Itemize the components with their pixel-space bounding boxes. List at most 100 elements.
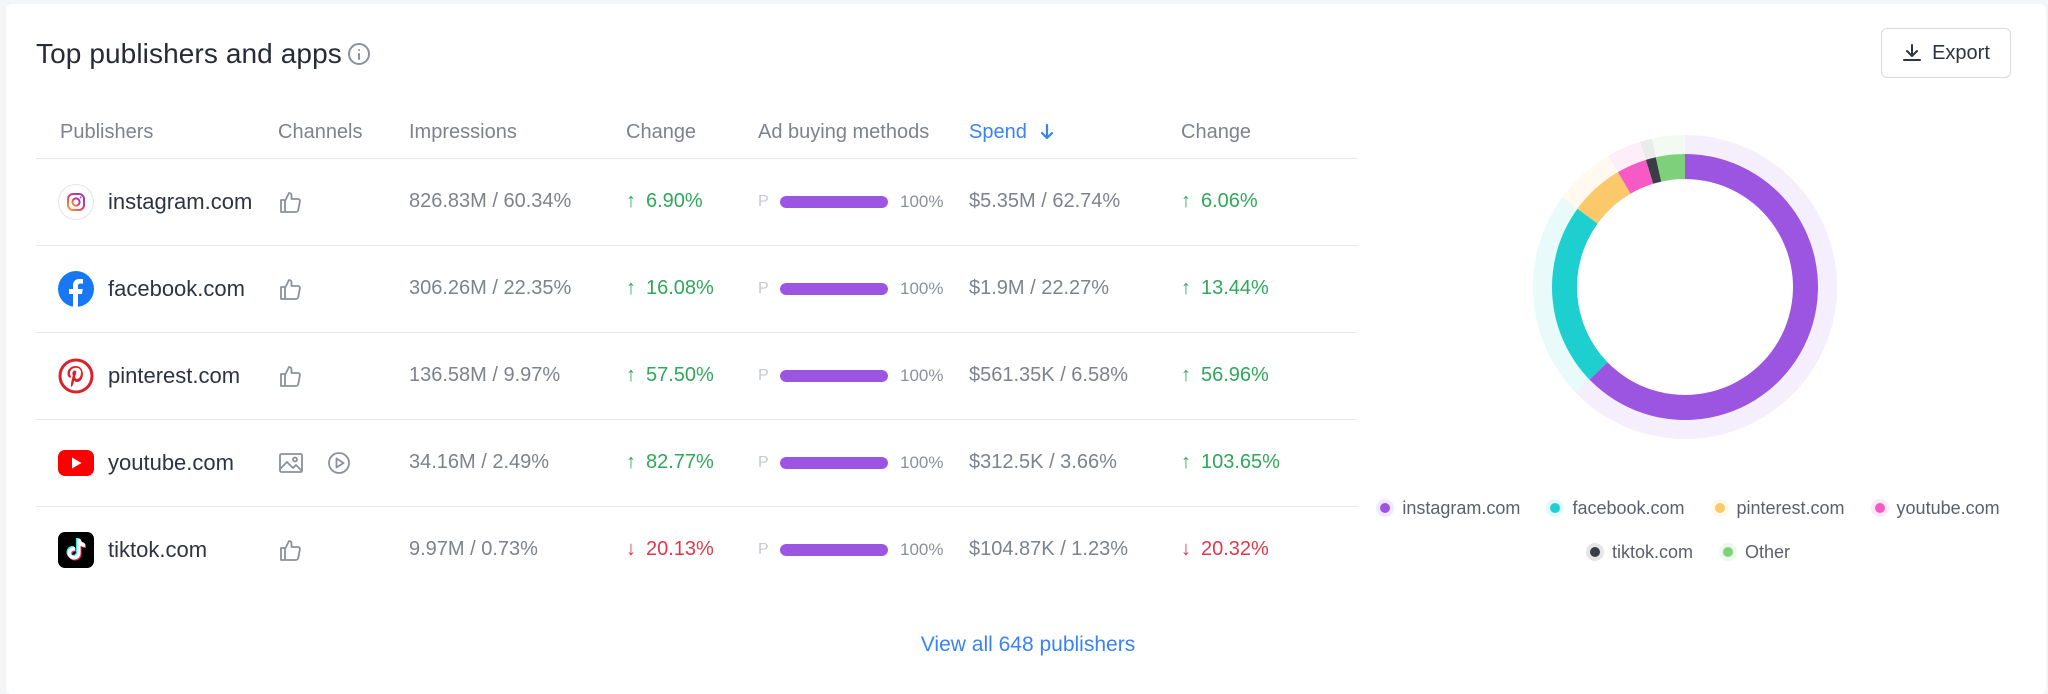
publisher-cell[interactable]: instagram.com xyxy=(36,158,278,246)
publisher-cell[interactable]: facebook.com xyxy=(36,245,278,333)
spend-value: $1.9M / 22.27% xyxy=(969,245,1181,333)
legend-label: instagram.com xyxy=(1402,497,1521,518)
col-publishers[interactable]: Publishers xyxy=(36,108,278,159)
video-play-icon xyxy=(326,450,352,476)
social-like-icon xyxy=(278,189,304,215)
channels-cell xyxy=(278,332,409,420)
publisher-cell[interactable]: tiktok.com xyxy=(36,506,278,593)
legend-item[interactable]: Other xyxy=(1723,542,1790,563)
donut-slice-instagram-com[interactable] xyxy=(1589,154,1818,420)
legend-dot xyxy=(1874,503,1885,513)
donut-slice-other[interactable] xyxy=(1655,154,1685,182)
spend-change-value: 6.06% xyxy=(1201,190,1258,212)
legend-item[interactable]: facebook.com xyxy=(1550,497,1685,519)
arrow-down-icon: ↓ xyxy=(1181,538,1191,561)
spend-change: ↑ 6.06% xyxy=(1181,158,1358,246)
export-label: Export xyxy=(1932,41,1990,64)
impressions-change-value: 6.90% xyxy=(646,190,703,212)
col-spend-change[interactable]: Change xyxy=(1181,108,1358,159)
method-percent: 100% xyxy=(900,278,944,298)
spend-change: ↓ 20.32% xyxy=(1181,506,1358,593)
publisher-name[interactable]: instagram.com xyxy=(108,188,253,214)
impressions-change: ↑ 82.77% xyxy=(626,419,758,507)
method-bar xyxy=(780,369,888,382)
ad-buying-method-cell: P 100% xyxy=(758,245,969,333)
table-row[interactable]: pinterest.com 136.58M / 9.97% ↑ 57.50% P … xyxy=(36,332,1358,420)
tiktok-logo xyxy=(58,531,94,568)
instagram-logo xyxy=(58,183,94,220)
legend-item[interactable]: pinterest.com xyxy=(1714,498,1845,519)
method-bar-fill xyxy=(780,369,888,382)
table-row[interactable]: youtube.com 34.16M / 2.49% ↑ 82.77% P 100… xyxy=(36,419,1358,507)
legend-item[interactable]: tiktok.com xyxy=(1589,541,1693,563)
col-spend-label: Spend xyxy=(969,121,1027,144)
table-row[interactable]: tiktok.com 9.97M / 0.73% ↓ 20.13% P 100% … xyxy=(36,506,1358,593)
legend-label: Other xyxy=(1745,541,1791,562)
impressions-change: ↓ 20.13% xyxy=(626,506,758,593)
publisher-name[interactable]: pinterest.com xyxy=(108,362,241,388)
legend-label: facebook.com xyxy=(1572,497,1685,518)
legend-item[interactable]: instagram.com xyxy=(1380,498,1520,519)
table-row[interactable]: facebook.com 306.26M / 22.35% ↑ 16.08% P … xyxy=(36,245,1358,333)
table-header-row: Publishers Channels Impressions Change A… xyxy=(36,108,1358,159)
method-percent: 100% xyxy=(900,191,944,211)
publisher-cell[interactable]: pinterest.com xyxy=(36,332,278,420)
publisher-name[interactable]: youtube.com xyxy=(108,449,234,475)
view-all-publishers-link[interactable]: View all 648 publishers xyxy=(920,633,1136,656)
arrow-up-icon: ↑ xyxy=(1181,364,1191,386)
donut-halo-instagram-com xyxy=(1575,135,1837,439)
method-bar xyxy=(780,456,888,469)
spend-value: $5.35M / 62.74% xyxy=(969,158,1181,246)
legend-label: tiktok.com xyxy=(1611,541,1693,562)
download-icon xyxy=(1903,44,1922,61)
method-label: P xyxy=(758,279,769,297)
spend-change-value: 13.44% xyxy=(1201,277,1269,299)
donut-legend: instagram.com facebook.com pinterest.com yo… xyxy=(1360,486,2020,574)
social-like-icon xyxy=(278,537,304,563)
col-impressions-change[interactable]: Change xyxy=(626,108,758,159)
publisher-name[interactable]: tiktok.com xyxy=(108,536,208,562)
publisher-name[interactable]: facebook.com xyxy=(108,275,245,301)
impressions-change-value: 16.08% xyxy=(646,277,714,299)
info-icon[interactable] xyxy=(347,43,370,65)
donut-halo-facebook-com xyxy=(1533,197,1590,393)
arrow-up-icon: ↑ xyxy=(626,190,636,212)
col-impressions[interactable]: Impressions xyxy=(409,108,626,159)
spend-value: $104.87K / 1.23% xyxy=(969,538,1129,561)
impressions-value: 306.26M / 22.35% xyxy=(409,245,626,333)
impressions-change-value: 82.77% xyxy=(646,451,714,473)
display-image-icon xyxy=(278,450,304,476)
publisher-cell[interactable]: youtube.com xyxy=(36,419,278,507)
spend-change: ↑ 56.96% xyxy=(1181,332,1358,420)
social-like-icon xyxy=(278,276,304,302)
impressions-value: 34.16M / 2.49% xyxy=(409,419,626,507)
col-spend[interactable]: Spend xyxy=(969,108,1181,159)
col-ad-buying-methods[interactable]: Ad buying methods xyxy=(758,108,969,159)
impressions-value: 9.97M / 0.73% xyxy=(409,538,538,561)
arrow-up-icon: ↑ xyxy=(626,277,636,299)
donut-halo-tiktok-com xyxy=(1640,138,1656,160)
method-bar xyxy=(780,282,888,295)
channels-cell xyxy=(278,245,409,333)
donut-slice-pinterest-com[interactable] xyxy=(1577,172,1631,224)
legend-label: youtube.com xyxy=(1896,497,2000,518)
legend-item[interactable]: youtube.com xyxy=(1874,497,2000,519)
donut-slice-facebook-com[interactable] xyxy=(1552,208,1608,380)
method-label: P xyxy=(758,192,769,210)
ad-buying-method-cell: P 100% xyxy=(758,332,969,420)
arrow-up-icon: ↑ xyxy=(1181,451,1191,473)
method-label: P xyxy=(758,453,769,471)
impressions-change-value: 20.13% xyxy=(646,538,714,561)
donut-slice-youtube-com[interactable] xyxy=(1617,159,1654,194)
spend-change: ↑ 13.44% xyxy=(1181,245,1358,333)
table-row[interactable]: instagram.com 826.83M / 60.34% ↑ 6.90% P … xyxy=(36,158,1358,246)
spend-change-value: 103.65% xyxy=(1201,451,1280,473)
donut-halo-pinterest-com xyxy=(1562,155,1618,209)
method-percent: 100% xyxy=(900,539,944,559)
ad-buying-method-cell: P 100% xyxy=(758,419,969,507)
export-button[interactable]: Export xyxy=(1881,28,2011,78)
col-channels[interactable]: Channels xyxy=(278,108,409,159)
donut-slice-tiktok-com[interactable] xyxy=(1645,157,1662,184)
method-bar xyxy=(780,543,888,556)
arrow-up-icon: ↑ xyxy=(626,451,636,473)
